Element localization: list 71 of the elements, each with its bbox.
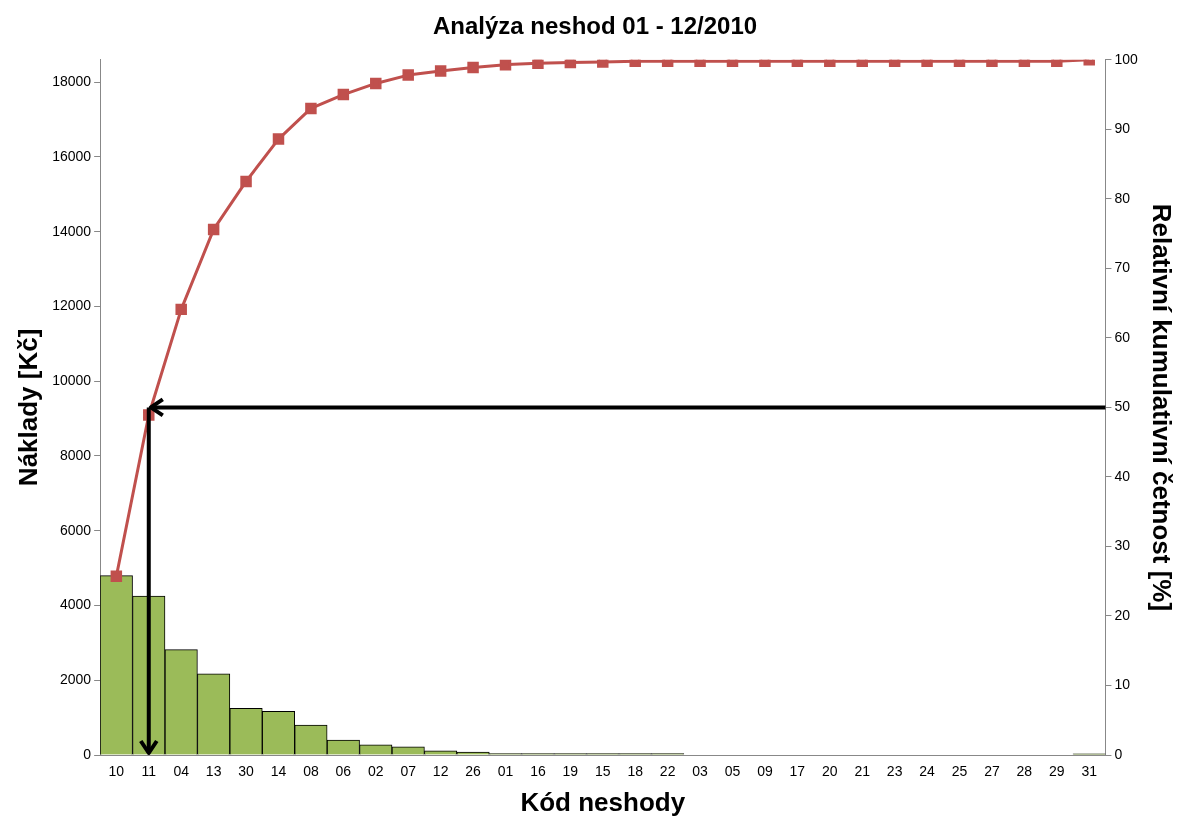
x-tick-label: 13: [205, 763, 222, 780]
x-tick-label: 31: [1081, 763, 1098, 780]
chart-title: Analýza neshod 01 - 12/2010: [432, 12, 758, 40]
y-tick-label: 14000: [52, 222, 92, 239]
x-tick-label: 27: [984, 763, 1000, 780]
x-tick-label: 17: [789, 763, 806, 780]
x-tick-label: 15: [595, 763, 611, 780]
x-tick-label: 23: [886, 763, 903, 780]
x-tick-label: 28: [1016, 763, 1033, 780]
point: [532, 59, 544, 70]
y-tick-label: 0: [83, 745, 92, 762]
point: [434, 65, 447, 77]
x-tick-label: 30: [238, 763, 255, 780]
point: [305, 102, 317, 115]
x-tick-label: 20: [822, 763, 838, 780]
y-tick-label: 16000: [52, 147, 92, 164]
y2-tick-label: 90: [1114, 120, 1131, 137]
x-tick-label: 12: [432, 763, 449, 780]
x-tick-label: 16: [530, 763, 546, 780]
x-tick-label: 03: [692, 763, 709, 780]
y2-tick-label: 10: [1114, 676, 1131, 693]
x-tick-label: 22: [659, 763, 676, 780]
x-tick-label: 05: [724, 763, 741, 780]
y2-tick-label: 50: [1114, 398, 1131, 415]
x-tick-label: 21: [854, 763, 871, 780]
x-tick-label: 02: [367, 763, 384, 780]
y2-tick-label: 70: [1114, 259, 1131, 276]
point: [370, 77, 382, 90]
point: [499, 59, 512, 71]
y-axis-title: Náklady [Kč]: [12, 328, 43, 487]
y2-axis-title: Relativní kumulativní četnost [%]: [1147, 203, 1178, 612]
point: [207, 223, 220, 236]
y2-tick-label: 40: [1114, 467, 1131, 484]
y-tick-label: 4000: [59, 596, 92, 613]
x-tick-label: 11: [141, 763, 157, 780]
y-tick-label: 10000: [52, 372, 92, 389]
point: [402, 69, 414, 81]
point: [564, 59, 577, 69]
x-tick-label: 09: [757, 763, 773, 780]
point: [467, 61, 479, 74]
y2-tick-label: 100: [1114, 50, 1139, 67]
x-tick-label: 18: [627, 763, 644, 780]
y2-tick-label: 30: [1114, 537, 1131, 554]
y2-tick-label: 20: [1114, 606, 1131, 623]
point: [175, 303, 187, 316]
point: [110, 570, 123, 583]
y-tick-label: 18000: [52, 73, 92, 90]
y2-tick-label: 60: [1114, 328, 1131, 345]
x-tick-label: 07: [400, 763, 417, 780]
y-tick-label: 2000: [59, 671, 92, 688]
x-tick-label: 14: [270, 763, 287, 780]
point: [272, 133, 285, 145]
y2-tick-label: 80: [1114, 189, 1131, 206]
y2-tick-label: 0: [1114, 745, 1123, 762]
y-tick-label: 8000: [59, 446, 92, 463]
x-tick-label: 19: [562, 763, 579, 780]
x-axis-title: Kód neshody: [520, 786, 686, 817]
x-tick-label: 04: [173, 763, 190, 780]
point: [337, 88, 350, 101]
x-tick-label: 24: [919, 763, 936, 780]
x-tick-label: 29: [1049, 763, 1065, 780]
x-tick-label: 01: [497, 763, 514, 780]
x-tick-label: 10: [108, 763, 125, 780]
y-tick-label: 6000: [59, 521, 92, 538]
x-tick-label: 26: [465, 763, 482, 780]
y-tick-label: 12000: [52, 297, 92, 314]
point: [240, 175, 252, 188]
x-tick-label: 08: [303, 763, 319, 780]
x-tick-label: 25: [951, 763, 968, 780]
point: [597, 59, 609, 68]
x-tick-label: 06: [335, 763, 352, 780]
